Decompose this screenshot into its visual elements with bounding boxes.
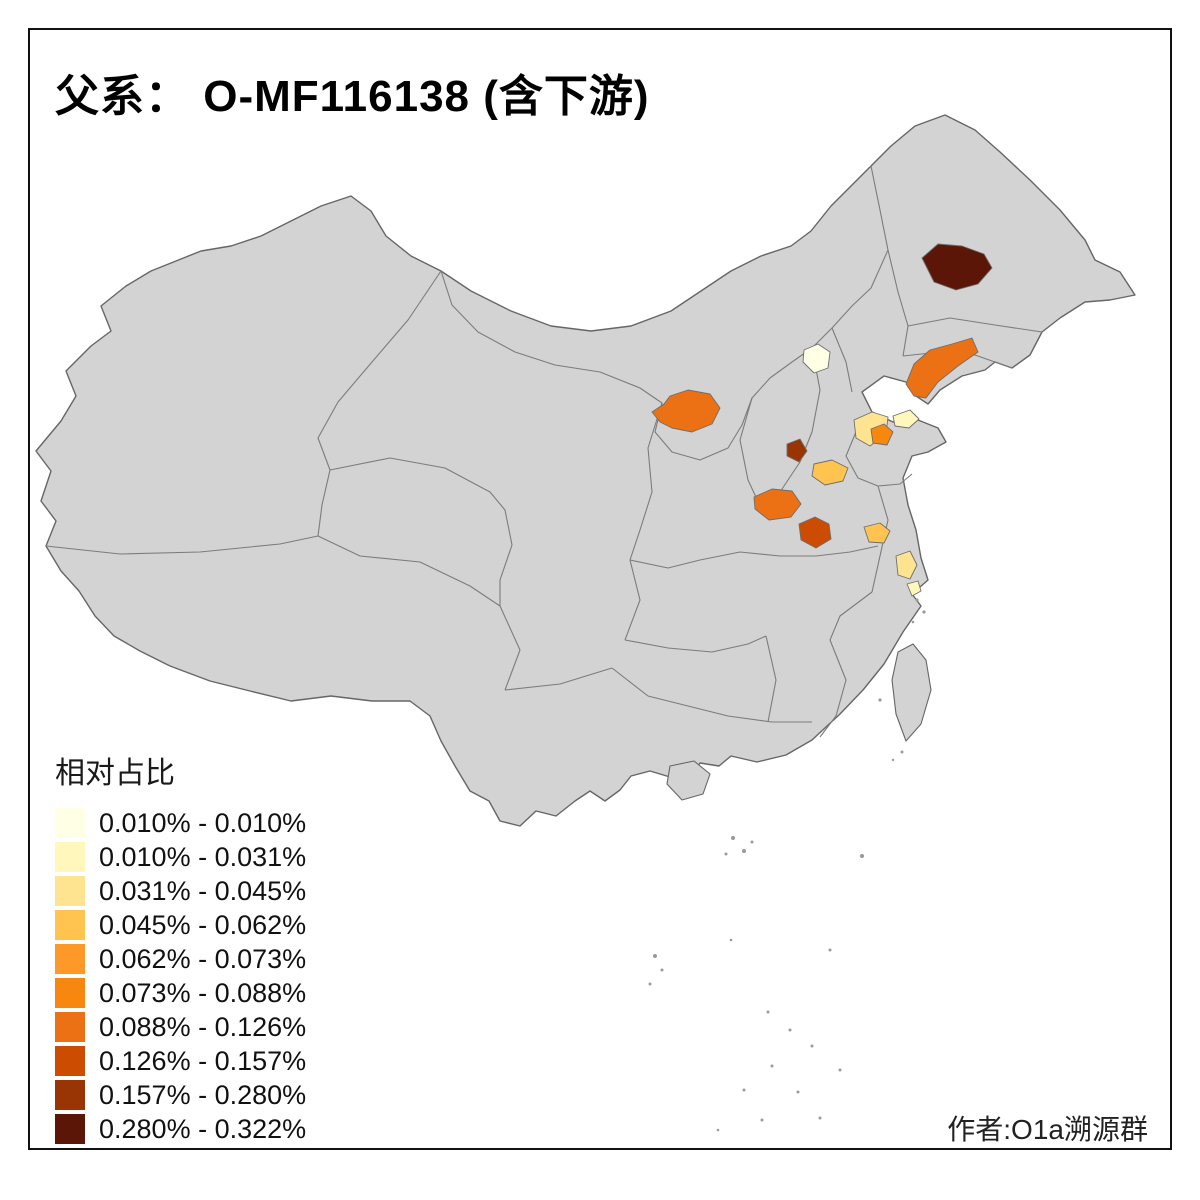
legend-item: 0.073% - 0.088% xyxy=(55,978,306,1008)
legend-item: 0.045% - 0.062% xyxy=(55,910,306,940)
legend-label: 0.157% - 0.280% xyxy=(99,1079,307,1110)
region-shandong-central xyxy=(870,423,894,446)
legend-label: 0.031% - 0.045% xyxy=(99,875,307,906)
legend-item: 0.088% - 0.126% xyxy=(55,1012,306,1042)
legend-label: 0.010% - 0.031% xyxy=(99,841,307,872)
legend-item: 0.062% - 0.073% xyxy=(55,944,306,974)
region-shanghai xyxy=(906,580,922,597)
legend-item: 0.126% - 0.157% xyxy=(55,1046,306,1076)
legend-swatch xyxy=(55,978,85,1008)
legend-title: 相对占比 xyxy=(55,757,175,790)
region-jiangsu-south xyxy=(895,550,918,580)
region-hubei-north xyxy=(798,516,832,549)
hainan-island xyxy=(666,760,711,801)
legend-label: 0.010% - 0.010% xyxy=(99,807,307,838)
legend-label: 0.062% - 0.073% xyxy=(99,943,307,974)
region-anhui-central xyxy=(863,522,891,544)
highlight-regions xyxy=(651,243,993,597)
figure-title: 父系： O-MF116138 (含下游) xyxy=(55,72,650,121)
legend-swatch xyxy=(55,1114,85,1144)
region-ordos-inner-mongolia xyxy=(651,389,721,433)
legend-swatch xyxy=(55,944,85,974)
legend-swatch xyxy=(55,808,85,838)
legend-label: 0.126% - 0.157% xyxy=(99,1045,307,1076)
legend-swatch xyxy=(55,1046,85,1076)
region-henan-north xyxy=(811,459,849,486)
legend-item: 0.010% - 0.031% xyxy=(55,842,306,872)
region-shanxi-south xyxy=(786,438,808,463)
region-henan-southwest xyxy=(753,488,802,521)
legend-swatch xyxy=(55,1080,85,1110)
legend-swatch xyxy=(55,1012,85,1042)
legend-label: 0.073% - 0.088% xyxy=(99,977,307,1008)
legend-item: 0.157% - 0.280% xyxy=(55,1080,306,1110)
legend-label: 0.045% - 0.062% xyxy=(99,909,307,940)
region-liaoning-south-coast xyxy=(905,337,979,399)
china-mainland xyxy=(35,114,1136,827)
legend-label: 0.280% - 0.322% xyxy=(99,1113,307,1144)
attribution: 作者:O1a溯源群 xyxy=(947,1114,1148,1145)
region-beijing xyxy=(802,343,831,374)
legend: 相对占比 0.010% - 0.010% 0.010% - 0.031% 0.0… xyxy=(55,748,306,1148)
region-heilongjiang-central xyxy=(921,243,993,291)
legend-swatch xyxy=(55,910,85,940)
legend-item: 0.010% - 0.010% xyxy=(55,808,306,838)
legend-item: 0.280% - 0.322% xyxy=(55,1114,306,1144)
legend-item: 0.031% - 0.045% xyxy=(55,876,306,906)
region-shandong-peninsula xyxy=(892,409,920,429)
legend-swatch xyxy=(55,876,85,906)
legend-label: 0.088% - 0.126% xyxy=(99,1011,307,1042)
legend-swatch xyxy=(55,842,85,872)
taiwan-island xyxy=(891,643,932,742)
south-china-sea-islands xyxy=(648,598,926,1132)
